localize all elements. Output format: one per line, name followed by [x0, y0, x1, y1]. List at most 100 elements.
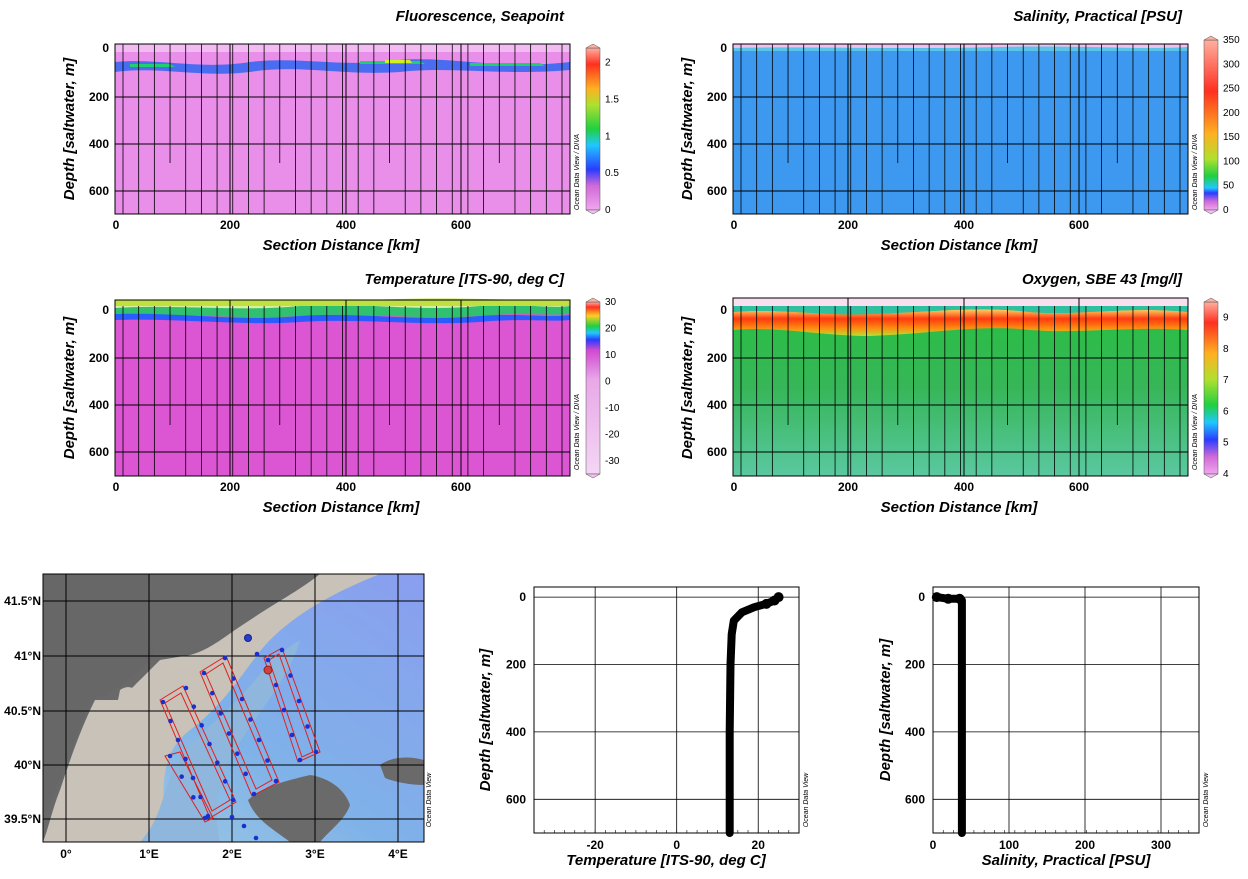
lon-label: 2°E	[222, 847, 241, 861]
temperature-profile-series	[725, 592, 784, 837]
oxygen-y-ticks: 0 200 400 600	[707, 303, 727, 459]
y-tick: 400	[707, 398, 727, 412]
colorbar-tick: 150	[1223, 132, 1240, 143]
map-station	[254, 651, 260, 657]
map-station	[191, 704, 197, 709]
y-tick: 0	[720, 303, 727, 317]
y-tick: 200	[707, 351, 727, 365]
fluorescence-watermark: Ocean Data View / DIVA	[574, 134, 581, 210]
temperature-xlabel: Section Distance [km]	[263, 499, 421, 516]
map-station	[215, 760, 220, 765]
colorbar-tick: 0.5	[605, 168, 619, 179]
colorbar-tick: 0	[605, 205, 611, 216]
map-station	[248, 717, 253, 722]
x-tick: 600	[451, 480, 471, 494]
colorbar-tick: 8	[1223, 344, 1229, 355]
colorbar-cap-bottom	[1203, 473, 1219, 479]
colorbar-body	[585, 301, 601, 475]
colorbar-cap-bottom	[1203, 209, 1219, 215]
oxygen-surface-mix	[733, 306, 1188, 315]
x-tick: 400	[336, 480, 356, 494]
colorbar-cap-top	[1203, 35, 1219, 41]
map-station	[201, 670, 207, 676]
fluorescence-y-ticks: 0 200 400 600	[89, 41, 109, 198]
map-station	[243, 771, 248, 777]
fluorescence-xlabel: Section Distance [km]	[263, 237, 421, 254]
y-tick: 600	[707, 445, 727, 459]
salinity-profile-frame	[932, 586, 1200, 834]
map-station	[183, 685, 189, 691]
y-tick: 0	[720, 41, 727, 55]
map-station	[222, 779, 228, 784]
y-tick: 0	[102, 303, 109, 317]
map-delta	[118, 687, 137, 700]
lat-label: 40°N	[14, 758, 41, 772]
x-tick: 200	[838, 480, 858, 494]
salinity-ylabel: Depth [saltwater, m]	[679, 57, 696, 201]
colorbar-tick: 20	[605, 323, 617, 334]
temperature-profile-frame	[533, 586, 800, 834]
map-station	[207, 741, 212, 747]
oxygen-section-plot: Oxygen, SBE 43 [mg/l] 0 200 400 600 0 20…	[679, 271, 1229, 516]
colorbar-tick: 250	[1223, 84, 1240, 95]
y-tick: 600	[89, 445, 109, 459]
y-tick: 400	[707, 137, 727, 151]
map-station	[179, 774, 184, 779]
map-station	[229, 814, 235, 820]
temperature-ylabel: Depth [saltwater, m]	[61, 316, 78, 460]
salinity-profile-ylabel: Depth [saltwater, m]	[877, 638, 894, 782]
colorbar-tick: 300	[1223, 59, 1240, 70]
fluorescence-frame	[114, 43, 571, 215]
salinity-watermark: Ocean Data View / DIVA	[1192, 134, 1199, 210]
lon-label: 3°E	[305, 847, 324, 861]
fluorescence-ylabel: Depth [saltwater, m]	[61, 57, 78, 201]
x-tick: 0	[673, 838, 680, 852]
x-tick: 0	[930, 838, 937, 852]
lon-label: 4°E	[388, 847, 407, 861]
map-station	[218, 711, 223, 716]
map-station	[313, 749, 319, 755]
temperature-watermark: Ocean Data View / DIVA	[574, 394, 581, 470]
salinity-profile-xlabel: Salinity, Practical [PSU]	[982, 852, 1152, 869]
colorbar-tick: 0	[1223, 205, 1229, 216]
fluorescence-section-plot: Fluorescence, Seapoint 0 200 400 600 0 2…	[61, 8, 619, 254]
lat-label: 40.5°N	[4, 704, 41, 718]
colorbar-tick: 100	[1223, 156, 1240, 167]
oxygen-ylabel: Depth [saltwater, m]	[679, 316, 696, 460]
temperature-profile-watermark: Ocean Data View	[803, 772, 810, 827]
profile-point	[769, 595, 780, 606]
colorbar-tick: -20	[605, 429, 620, 440]
oxygen-frame	[732, 297, 1189, 477]
x-tick: 300	[1151, 838, 1171, 852]
oxygen-watermark: Ocean Data View / DIVA	[1192, 394, 1199, 470]
map-station	[191, 795, 196, 800]
map-station	[210, 690, 215, 696]
map-station	[265, 758, 270, 763]
colorbar-tick: 4	[1223, 469, 1229, 480]
map-station	[297, 757, 303, 763]
y-tick: 400	[506, 725, 526, 739]
map-station	[190, 775, 196, 781]
y-tick: 0	[102, 41, 109, 55]
map-station	[273, 682, 279, 688]
map-station	[241, 823, 247, 829]
x-tick: 200	[838, 218, 858, 232]
x-tick: 0	[113, 480, 120, 494]
temperature-y-ticks: 0 200 400 600	[89, 303, 109, 459]
lat-label: 39.5°N	[4, 812, 41, 826]
y-tick: 0	[918, 590, 925, 604]
map-land-mallorca	[248, 775, 350, 842]
x-tick: 600	[1069, 218, 1089, 232]
temperature-profile-ylabel: Depth [saltwater, m]	[477, 648, 494, 792]
fluorescence-station-casts	[122, 44, 563, 214]
map-station	[199, 723, 204, 728]
y-tick: 200	[905, 658, 925, 672]
temperature-title: Temperature [ITS-90, deg C]	[365, 271, 565, 288]
map-slope	[140, 640, 300, 842]
y-tick: 200	[506, 658, 526, 672]
temperature-colorbar: -30 -20 -10 0 10 20 30	[585, 297, 620, 479]
map-station	[265, 657, 271, 663]
oxygen-xlabel: Section Distance [km]	[881, 499, 1039, 516]
temperature-station-casts	[122, 306, 563, 476]
